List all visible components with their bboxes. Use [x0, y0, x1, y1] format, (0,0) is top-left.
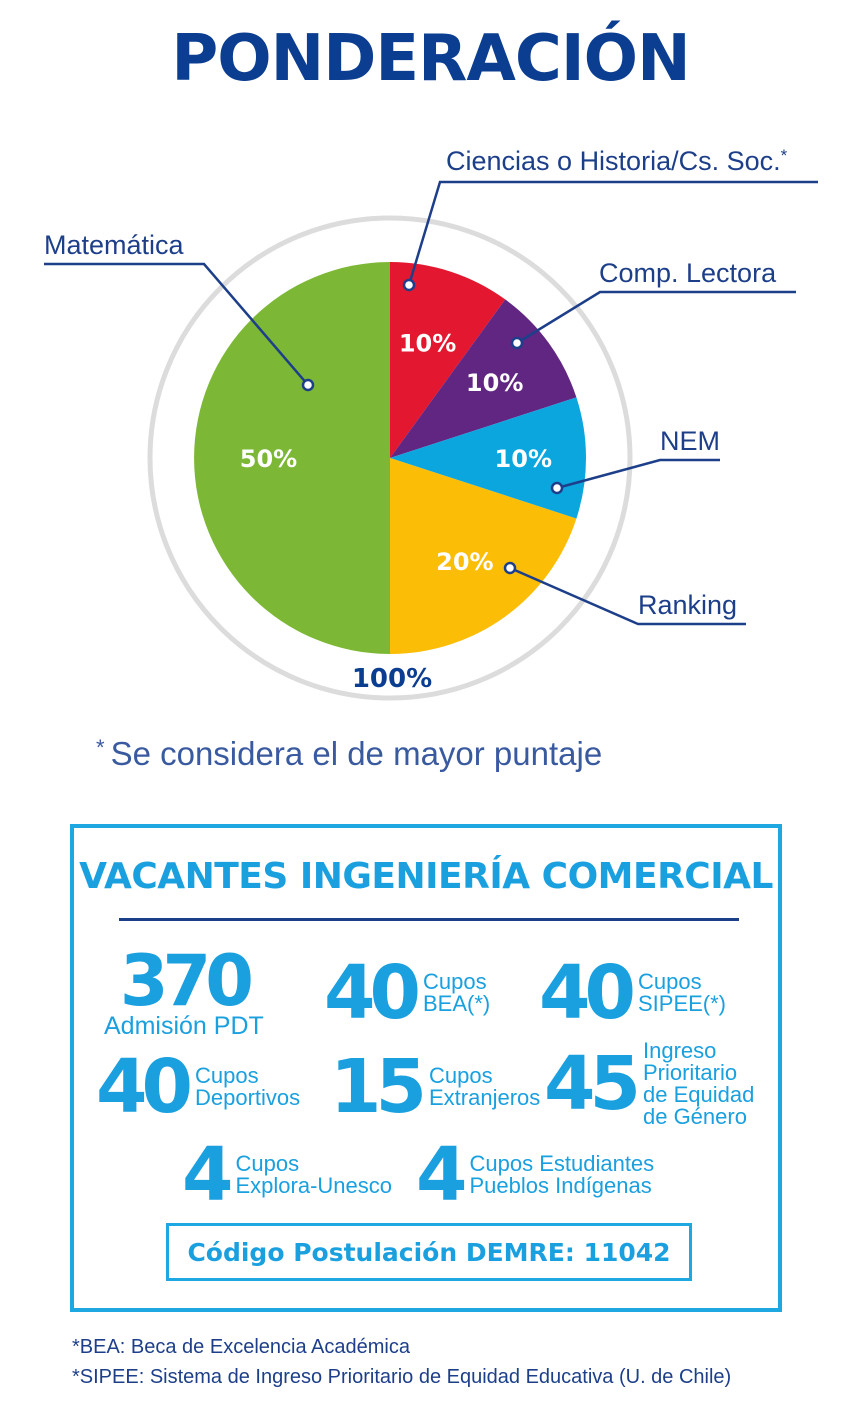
- vacante-bea: 40 Cupos BEA(*): [324, 956, 490, 1030]
- pie-slice-value-2: 10%: [466, 369, 523, 397]
- vacante-desc: Cupos BEA(*): [422, 969, 491, 1016]
- leader-dot-matematica: [301, 378, 315, 392]
- vacantes-divider: [119, 918, 739, 921]
- pie-slice-value-1: 10%: [399, 329, 456, 357]
- pie-slice-value-3: 10%: [495, 445, 552, 473]
- pie-slice-value-4: 20%: [436, 548, 493, 576]
- page-title: PONDERACIÓN: [171, 22, 690, 96]
- vacante-deportivos: 40 Cupos Deportivos: [96, 1050, 300, 1124]
- leader-line-matematica: [44, 262, 309, 386]
- vacante-sipee: 40 Cupos SIPEE(*): [539, 956, 726, 1030]
- vacante-pueblos-indigenas: 4 Cupos Estudiantes Pueblos Indígenas: [416, 1138, 654, 1212]
- vacante-number: 4: [182, 1132, 233, 1218]
- vacante-number: 45: [544, 1041, 641, 1127]
- leader-dot-ranking: [503, 561, 517, 575]
- label-comp-lectora: Comp. Lectora: [599, 258, 777, 288]
- vacantes-box: VACANTES INGENIERÍA COMERCIAL 370 Admisi…: [70, 824, 782, 1312]
- pie-chart: 10% 10% 10% 20% 50% Ciencias o Historia/Cs. …: [44, 146, 818, 701]
- footnote-text: Se considera el de mayor puntaje: [110, 735, 603, 772]
- vacante-desc: Cupos Extranjeros: [428, 1063, 541, 1110]
- vacante-number: 40: [96, 1044, 193, 1130]
- vacante-explora-unesco: 4 Cupos Explora-Unesco: [182, 1138, 392, 1212]
- footnote-asterisk: *: [96, 735, 105, 760]
- vacante-number: 40: [324, 950, 421, 1036]
- vacante-desc: Cupos Estudiantes Pueblos Indígenas: [469, 1151, 655, 1198]
- leader-line-ciencias: [407, 180, 818, 286]
- vacante-number: 370: [119, 940, 254, 1022]
- vacante-number: 15: [330, 1044, 427, 1130]
- pie-slice-2: [390, 299, 577, 458]
- pie-slice-5: [194, 262, 390, 654]
- footnote-mayor-puntaje: * Se considera el de mayor puntaje: [96, 735, 602, 773]
- vacante-desc: Admisión PDT: [104, 1012, 264, 1040]
- pie-total-label: 100%: [352, 664, 432, 694]
- leader-dot-comp-lectora: [510, 336, 524, 350]
- pie-slice-4: [390, 458, 577, 654]
- leader-line-ranking: [509, 566, 746, 626]
- vacante-desc: Cupos SIPEE(*): [637, 969, 727, 1016]
- label-ranking: Ranking: [638, 590, 737, 620]
- label-ciencias: Ciencias o Historia/Cs. Soc.*: [446, 146, 788, 176]
- vacantes-title: VACANTES INGENIERÍA COMERCIAL: [79, 856, 773, 897]
- footnote-sipee: *SIPEE: Sistema de Ingreso Prioritario d…: [72, 1366, 732, 1388]
- codigo-postulacion-box: Código Postulación DEMRE: 11042: [166, 1223, 692, 1281]
- vacante-desc: Cupos Deportivos: [194, 1063, 301, 1110]
- vacante-desc: Cupos Explora-Unesco: [235, 1151, 393, 1198]
- label-matematica: Matemática: [44, 230, 185, 260]
- vacante-desc: Ingreso Prioritario de Equidad de Género: [642, 1038, 755, 1129]
- leader-dot-ciencias: [402, 278, 416, 292]
- vacante-extranjeros: 15 Cupos Extranjeros: [330, 1050, 540, 1124]
- vacante-number: 4: [416, 1132, 467, 1218]
- vacante-number: 40: [539, 950, 636, 1036]
- pie-slice-1: [390, 262, 506, 458]
- pie-slice-value-5: 50%: [240, 445, 297, 473]
- codigo-postulacion: Código Postulación DEMRE: 11042: [187, 1237, 671, 1267]
- leader-line-nem: [556, 458, 720, 490]
- vacante-admision-pdt: 370 Admisión PDT: [104, 946, 264, 1039]
- leader-dot-nem: [550, 481, 564, 495]
- vacante-equidad-genero: 45 Ingreso Prioritario de Equidad de Géner…: [544, 1040, 754, 1128]
- label-nem: NEM: [660, 426, 720, 456]
- leader-line-comp-lectora: [516, 290, 796, 345]
- pie-slice-3: [390, 397, 586, 519]
- pie-outer-ring: [147, 215, 633, 701]
- footnote-bea: *BEA: Beca de Excelencia Académica: [72, 1336, 410, 1358]
